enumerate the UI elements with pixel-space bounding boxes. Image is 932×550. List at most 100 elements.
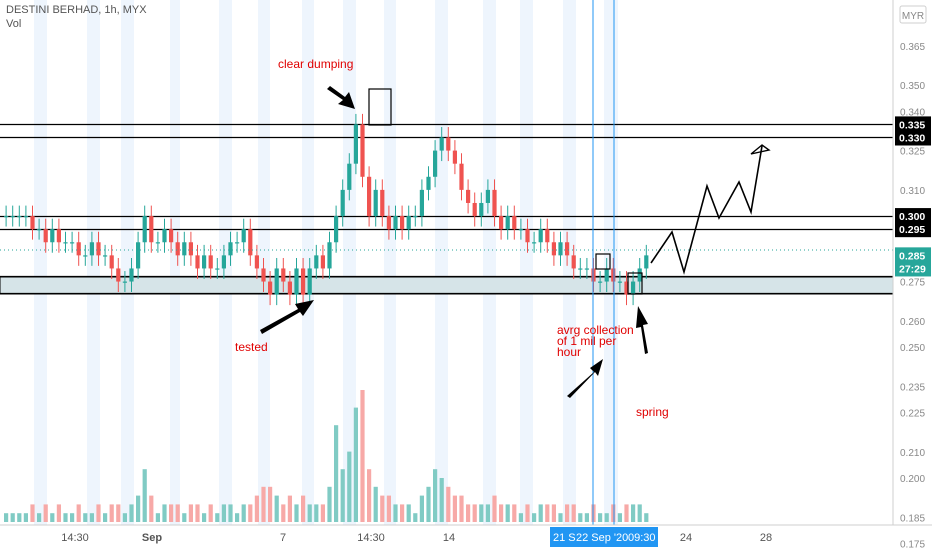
y-tick-label: 0.225 (900, 409, 925, 420)
y-tick-label: 0.350 (900, 81, 925, 92)
session-bands (34, 0, 618, 525)
candle-body (525, 229, 530, 243)
candle-body (367, 176, 372, 217)
price-tag-bg (895, 260, 931, 277)
volume-bar (551, 504, 556, 522)
arrow-dumping (327, 86, 355, 109)
volume-bar (334, 425, 339, 522)
price-tag-bg (895, 129, 931, 146)
date-tag-21s: 21 S (553, 532, 576, 544)
candle-body (459, 163, 464, 190)
volume-bar (248, 504, 253, 522)
date-tag-bg (550, 527, 658, 547)
y-tick-label: 0.200 (900, 474, 925, 485)
volume-bar (340, 469, 345, 522)
candle-body (37, 229, 42, 231)
candle-body (340, 189, 345, 217)
highlight-boxes (368, 88, 643, 295)
candle-body (532, 242, 537, 244)
arrow-spring (636, 306, 648, 354)
candle-body (446, 137, 451, 151)
candle-body (584, 268, 589, 270)
volume-bar (545, 504, 550, 522)
volume-bar (532, 513, 537, 522)
time-axis[interactable]: 14:30 Sep 7 14:30 14 24 28 21 S 22 Sep '20 09:… (0, 524, 932, 547)
candle-body (248, 229, 253, 256)
candle-body (287, 281, 292, 295)
y-tick-label: 0.175 (900, 539, 925, 550)
candle-body (301, 268, 306, 295)
volume-bar (56, 504, 61, 522)
annotations: clear dumping tested avrg collection of 1… (235, 57, 669, 419)
volume-bar (439, 478, 444, 522)
annotation-line: of 1 mil per (557, 334, 616, 348)
candle-body (617, 281, 622, 283)
session-band (384, 0, 396, 525)
session-band (343, 0, 356, 525)
volume-bar (274, 495, 279, 522)
currency-badge[interactable] (899, 5, 927, 24)
dumping-box (368, 88, 392, 126)
volume-bar (380, 495, 385, 522)
date-tag-time: 09:30 (628, 532, 656, 544)
price-axis[interactable]: 0.3750.3650.3500.3400.3250.3100.2950.285… (892, 0, 931, 550)
volume-bar (327, 486, 332, 522)
session-band (435, 0, 448, 525)
volume-bar (571, 504, 576, 522)
x-tick-label: 14:30 (61, 532, 89, 544)
volume-bar (215, 513, 220, 522)
candle-body (413, 216, 418, 218)
candle-body (466, 189, 471, 203)
arrow-collection (567, 359, 603, 398)
candle-body (512, 216, 517, 230)
candle-body (195, 255, 200, 269)
volume-bar (17, 513, 22, 522)
volume-bar (426, 486, 431, 522)
candle-body (281, 268, 286, 282)
volume-bar (208, 504, 213, 522)
candle-body (169, 229, 174, 243)
volume-bar (393, 504, 398, 522)
volume-bar (83, 513, 88, 522)
range-box (0, 276, 894, 295)
candle-body (136, 242, 141, 269)
volume-bar (360, 390, 365, 522)
candle-body (17, 216, 22, 218)
candle-body (327, 242, 332, 269)
session-band (520, 0, 533, 525)
candle-body (558, 242, 563, 256)
candle-body (393, 216, 398, 230)
volume-bar (512, 504, 517, 522)
candle-body (360, 124, 365, 177)
candle-body (96, 242, 101, 256)
candle-body (215, 268, 220, 270)
volume-bar (96, 504, 101, 522)
volume-bar (637, 504, 642, 522)
candle-body (76, 242, 81, 256)
annotation-line: hour (557, 345, 581, 359)
volume-bar (43, 504, 48, 522)
volume-bar (538, 504, 543, 522)
y-tick-label: 0.260 (900, 317, 925, 328)
volume-bars (4, 390, 649, 522)
volume-bar (228, 504, 233, 522)
y-tick-label: 0.340 (900, 107, 925, 118)
candle-body (274, 268, 279, 295)
volume-bar (129, 504, 134, 522)
price-tag-bg (895, 247, 931, 264)
price-tag-label: 0.295 (899, 224, 925, 236)
price-tag-label: 0.330 (899, 133, 925, 145)
candle-body (644, 255, 649, 269)
candle-body (155, 242, 160, 244)
y-tick-label: 0.235 (900, 382, 925, 393)
annotation-tested: tested (235, 340, 268, 354)
session-band (302, 0, 314, 525)
session-band (483, 0, 496, 525)
volume-bar (406, 504, 411, 522)
volume-bar (122, 513, 127, 522)
date-tag-22sep: 22 Sep '20 (576, 532, 628, 544)
candle-body (30, 216, 35, 230)
price-tag-label: 0.285 (899, 250, 925, 262)
symbol-title: DESTINI BERHAD, 1h, MYX (6, 4, 147, 16)
